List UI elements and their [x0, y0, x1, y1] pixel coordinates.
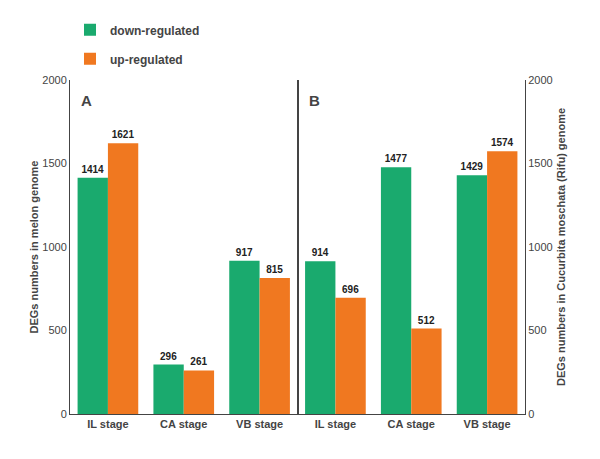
svg-text:IL stage: IL stage	[87, 418, 128, 430]
svg-text:296: 296	[160, 351, 177, 362]
svg-text:IL stage: IL stage	[315, 418, 356, 430]
svg-text:DEGs numbers in melon genome: DEGs numbers in melon genome	[28, 161, 40, 334]
svg-text:1000: 1000	[42, 241, 66, 253]
svg-text:up-regulated: up-regulated	[110, 53, 183, 67]
svg-text:815: 815	[266, 264, 283, 275]
svg-text:696: 696	[342, 284, 359, 295]
svg-text:down-regulated: down-regulated	[110, 24, 199, 38]
svg-text:2000: 2000	[42, 74, 66, 86]
svg-text:1500: 1500	[42, 157, 66, 169]
svg-text:DEGs numbers in Cucurbita mosc: DEGs numbers in Cucurbita moschata (Rifu…	[555, 108, 567, 386]
svg-text:1477: 1477	[385, 153, 408, 164]
svg-text:1000: 1000	[528, 241, 552, 253]
svg-text:917: 917	[236, 247, 253, 258]
svg-text:1574: 1574	[491, 137, 514, 148]
svg-text:261: 261	[190, 356, 207, 367]
svg-text:1621: 1621	[112, 129, 135, 140]
svg-text:1429: 1429	[461, 161, 484, 172]
svg-text:1500: 1500	[528, 157, 552, 169]
svg-text:VB stage: VB stage	[236, 418, 283, 430]
svg-text:CA stage: CA stage	[160, 418, 207, 430]
svg-text:0: 0	[61, 408, 67, 420]
svg-text:500: 500	[528, 324, 546, 336]
svg-text:914: 914	[312, 247, 329, 258]
svg-text:A: A	[81, 92, 92, 109]
svg-text:2000: 2000	[528, 74, 552, 86]
svg-text:B: B	[309, 92, 320, 109]
svg-text:512: 512	[418, 315, 435, 326]
svg-text:500: 500	[48, 324, 66, 336]
svg-text:VB stage: VB stage	[464, 418, 511, 430]
svg-text:1414: 1414	[81, 164, 104, 175]
svg-text:0: 0	[528, 408, 534, 420]
svg-text:CA stage: CA stage	[388, 418, 435, 430]
